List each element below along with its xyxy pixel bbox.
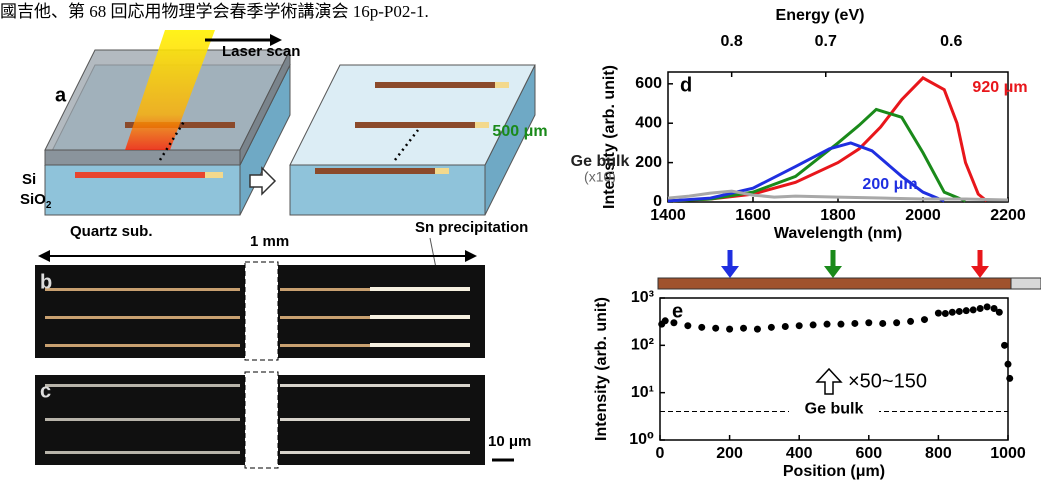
data-point bbox=[726, 326, 733, 333]
data-point bbox=[782, 323, 789, 330]
data-point bbox=[1001, 342, 1008, 349]
y-tick-label: 10² bbox=[631, 337, 654, 354]
sample-strip bbox=[658, 250, 1041, 289]
laser-label: Laser scan bbox=[222, 43, 300, 60]
x-axis-title: Wavelength (nm) bbox=[774, 225, 902, 242]
data-point bbox=[824, 321, 831, 328]
x-tick-label: 1800 bbox=[820, 207, 856, 224]
panel-letter: c bbox=[40, 380, 51, 402]
x-tick-label: 200 bbox=[716, 445, 743, 462]
panel-letter: a bbox=[55, 84, 67, 106]
data-point bbox=[970, 306, 977, 313]
data-point bbox=[984, 303, 991, 310]
y-tick-label: 600 bbox=[635, 75, 662, 92]
reference-label: Ge bulk bbox=[805, 401, 864, 418]
y-tick-label: 10¹ bbox=[631, 384, 654, 401]
panel-letter: e bbox=[672, 300, 683, 322]
data-point bbox=[893, 319, 900, 326]
y-axis-title: Intensity (arb. unit) bbox=[593, 297, 610, 441]
substrate-label: Quartz sub. bbox=[70, 223, 153, 240]
sn-label: Sn precipitation bbox=[415, 219, 528, 236]
plot-frame bbox=[668, 72, 1008, 202]
data-point bbox=[768, 324, 775, 331]
series-label: 200 μm bbox=[862, 176, 917, 193]
x-tick-label: 400 bbox=[786, 445, 813, 462]
data-point bbox=[963, 307, 970, 314]
series-label: 920 μm bbox=[972, 79, 1027, 96]
x-tick-label: 1000 bbox=[990, 445, 1026, 462]
series-label: 500 μm bbox=[492, 123, 547, 140]
data-point bbox=[879, 320, 886, 327]
top-tick-label: 0.6 bbox=[940, 33, 962, 50]
top-tick-label: 0.7 bbox=[815, 33, 837, 50]
data-point bbox=[740, 325, 747, 332]
caption: 國吉他、第 68 回応用物理学会春季学術講演会 16p-P02-1. bbox=[0, 2, 429, 21]
x-tick-label: 2000 bbox=[905, 207, 941, 224]
x-axis-title: Position (μm) bbox=[783, 463, 885, 480]
scale-label: 1 mm bbox=[250, 233, 289, 250]
data-point bbox=[907, 318, 914, 325]
y-tick-label: 200 bbox=[635, 154, 662, 171]
data-point bbox=[935, 310, 942, 317]
y-tick-label: 0 bbox=[653, 193, 662, 210]
data-point bbox=[837, 321, 844, 328]
increase-arrow bbox=[817, 369, 841, 394]
data-point bbox=[865, 319, 872, 326]
x-tick-label: 600 bbox=[855, 445, 882, 462]
data-point bbox=[1006, 375, 1013, 382]
series-label: Ge bulk bbox=[571, 153, 630, 170]
data-point bbox=[684, 322, 691, 329]
y-tick-label: 400 bbox=[635, 114, 662, 131]
data-point bbox=[712, 325, 719, 332]
data-point bbox=[921, 316, 928, 323]
top-axis-title: Energy (eV) bbox=[776, 7, 865, 24]
si-label: Si bbox=[22, 171, 36, 188]
data-point bbox=[662, 317, 669, 324]
x-tick-label: 0 bbox=[656, 445, 665, 462]
data-point bbox=[670, 319, 677, 326]
data-point bbox=[977, 305, 984, 312]
data-point bbox=[956, 308, 963, 315]
data-point bbox=[1005, 361, 1012, 368]
scale-label: 10 μm bbox=[488, 433, 531, 450]
panel-letter: b bbox=[40, 271, 52, 293]
data-point bbox=[942, 310, 949, 317]
data-point bbox=[949, 309, 956, 316]
micrograph-b bbox=[35, 262, 485, 360]
micrograph-c bbox=[35, 372, 485, 468]
data-point bbox=[810, 321, 817, 328]
series-note: (x10) bbox=[584, 169, 616, 185]
data-point bbox=[754, 326, 761, 333]
x-tick-label: 1600 bbox=[735, 207, 771, 224]
y-tick-label: 10⁰ bbox=[629, 431, 654, 448]
panel-letter: d bbox=[680, 74, 692, 96]
y-axis-title: Intensity (arb. unit) bbox=[601, 65, 618, 209]
y-tick-label: 10³ bbox=[631, 289, 654, 306]
scale-1mm bbox=[38, 250, 477, 262]
data-point bbox=[698, 324, 705, 331]
data-point bbox=[851, 320, 858, 327]
data-point bbox=[996, 309, 1003, 316]
data-point bbox=[796, 322, 803, 329]
top-tick-label: 0.8 bbox=[721, 33, 743, 50]
figure: 國吉他、第 68 回応用物理学会春季学術講演会 16p-P02-1. a Las… bbox=[0, 0, 1041, 492]
x-tick-label: 2200 bbox=[990, 207, 1026, 224]
annotation: ×50~150 bbox=[848, 370, 927, 392]
x-tick-label: 800 bbox=[925, 445, 952, 462]
